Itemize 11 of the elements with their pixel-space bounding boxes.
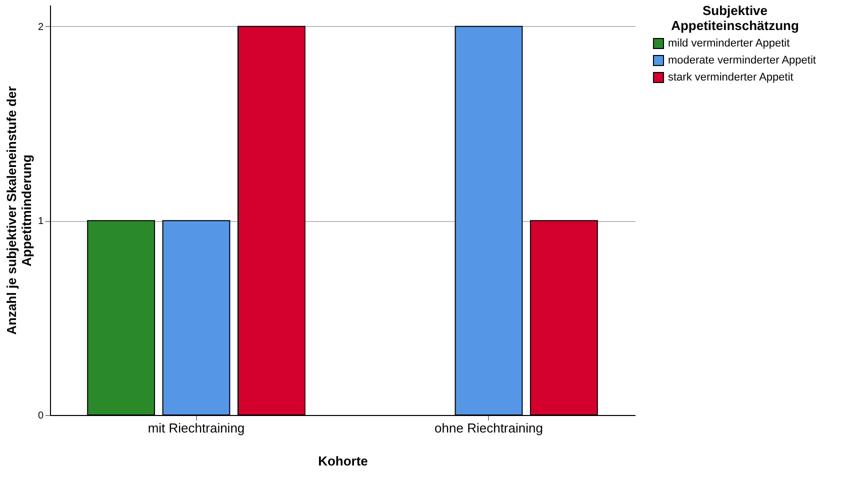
legend-label: mild verminderter Appetit (668, 38, 790, 50)
y-tick-label: 0 (38, 410, 44, 422)
x-tick-label: mit Riechtraining (148, 420, 245, 436)
x-tick-label: ohne Riechtraining (434, 420, 543, 436)
legend-label: moderate verminderter Appetit (668, 54, 816, 66)
y-tick-label: 2 (38, 22, 44, 33)
y-axis-title: Anzahl je subjektiver Skaleneinstufe der Appetitminderung (4, 86, 34, 335)
y-tick-label: 1 (38, 216, 44, 228)
x-axis-title: Kohorte (318, 454, 368, 468)
legend-title: Subjektive Appetiteinschätzung (671, 3, 799, 33)
legend-label: stark verminderter Appetit (668, 72, 794, 84)
